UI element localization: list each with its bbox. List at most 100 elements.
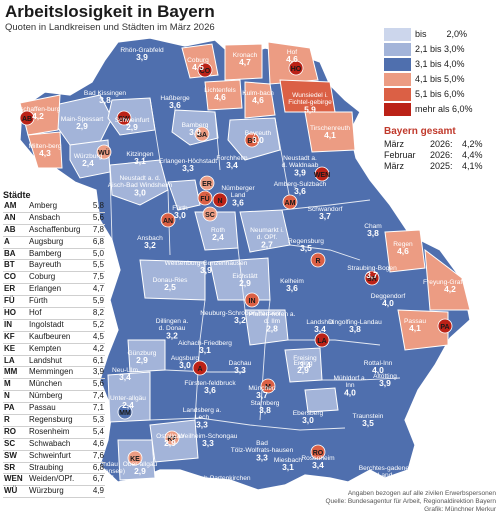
county-label: Garmisch-Partenkirchen 3,9	[179, 475, 250, 490]
city-row: CO Coburg 7,5	[3, 272, 105, 285]
county-label: Neumarkt i. d. OPf. 2,7	[250, 227, 284, 249]
city-marker-kf	[164, 430, 180, 446]
city-value: 5,2	[92, 319, 104, 329]
county-label: Regen 4,6	[393, 241, 413, 256]
city-marker-label: AN	[163, 218, 173, 225]
bayern-month: März	[384, 139, 404, 149]
city-marker-bt	[244, 132, 260, 148]
city-abbr: WÜ	[4, 486, 18, 496]
city-marker-label: A	[197, 366, 202, 373]
city-marker-n	[212, 192, 228, 208]
legend-item: mehr als 6,0%	[384, 103, 496, 117]
city-marker-label: N	[217, 198, 222, 205]
legend-label: mehr als 6,0%	[415, 104, 473, 114]
county-label: Ebersberg 3,0	[293, 410, 324, 425]
county-label: Neuburg-Schroben-hausen 3,2	[200, 310, 280, 325]
county-label: Passau 4,1	[404, 318, 426, 333]
county-label: Lichtenfels 4,6	[204, 87, 236, 102]
city-marker-co	[197, 62, 213, 78]
city-name: Coburg	[29, 272, 56, 282]
city-marker-sc	[202, 206, 218, 222]
city-value: 4,2	[92, 343, 104, 353]
city-value: 5,6	[92, 379, 104, 389]
county-label: Forchheim 3,4	[216, 155, 248, 170]
county-label: Bad Tölz-Wolfrats-hausen 3,3	[231, 440, 294, 462]
region-ebersberg	[304, 387, 339, 413]
city-name: Weiden/OPf.	[29, 474, 75, 484]
city-value: 4,9	[92, 486, 104, 496]
county-label: Landshut 3,4	[306, 319, 333, 334]
county-label: Würzburg 2,4	[74, 153, 103, 168]
city-abbr: LA	[4, 355, 15, 365]
legend-label: 3,1 bis 4,0%	[415, 59, 465, 69]
county-label: Lindau (Bodensee) 3,5	[91, 461, 125, 483]
county-label: Neustadt a. d. Waldnaab 3,9	[282, 155, 319, 177]
county-label: Dachau 3,3	[229, 360, 252, 375]
county-label: Coburg 4,5	[187, 57, 209, 72]
city-abbr: SC	[4, 438, 16, 448]
bayern-year: 2025:	[430, 161, 453, 171]
county-label: Freising 3,4	[293, 355, 317, 370]
county-label: Rhön-Grabfeld 3,9	[120, 47, 164, 62]
city-abbr: A	[4, 236, 10, 246]
city-name: Ingolstadt	[29, 319, 64, 329]
city-name: Memmingen	[29, 367, 74, 377]
county-label: Cham 3,8	[364, 223, 382, 238]
county-label: Miesbach 3,1	[274, 457, 303, 472]
city-abbr: IN	[4, 319, 12, 329]
legend-label: 5,1 bis 6,0%	[415, 89, 465, 99]
city-name: Ansbach	[29, 212, 61, 222]
city-abbr: KE	[4, 343, 16, 353]
city-name: Kaufbeuren	[29, 331, 71, 341]
city-abbr: ER	[4, 284, 16, 294]
legend-swatch	[384, 58, 411, 71]
legend-swatch	[384, 103, 411, 116]
bayern-total-row: März 2025: 4,1%	[384, 161, 496, 172]
city-value: 8,2	[92, 308, 104, 318]
city-marker-label: WEN	[314, 172, 330, 179]
city-value: 5,3	[92, 415, 104, 425]
county-label: Milten-berg 4,3	[29, 143, 62, 158]
city-marker-ba	[194, 126, 210, 142]
county-label: Kitzingen 3,1	[126, 151, 153, 166]
county-label: Aichach-Friedberg 3,1	[178, 340, 232, 355]
county-label: Wunsiedel i. Fichtel-gebirge 5,9	[288, 92, 332, 114]
county-label: Berchtes-gadener Land 4,0	[359, 465, 412, 487]
city-marker-label: M	[265, 384, 271, 391]
city-marker-label: FÜ	[200, 194, 209, 203]
city-abbr: FÜ	[4, 296, 15, 306]
region-wunsiedel	[279, 79, 336, 113]
bayern-total-panel: Bayern gesamt März 2026: 4,2% Februar 2026: 4…	[384, 126, 496, 172]
city-marker-label: BA	[197, 132, 207, 139]
city-marker-ro	[310, 444, 326, 460]
city-abbr: SR	[4, 462, 16, 472]
county-label: Kronach 4,7	[233, 52, 258, 67]
city-marker-label: R	[315, 258, 320, 265]
city-marker-label: SC	[205, 212, 215, 219]
city-row: FÜ Fürth 5,9	[3, 296, 105, 309]
city-marker-wü	[96, 144, 112, 160]
city-name: Straubing	[29, 462, 64, 472]
city-row: RO Rosenheim 5,4	[3, 427, 105, 439]
county-label: Mühldorf a. Inn 4,0	[334, 375, 367, 397]
legend-swatch	[384, 28, 411, 41]
city-abbr: PA	[4, 403, 15, 413]
city-marker-label: CO	[200, 68, 211, 75]
legend-swatch	[384, 43, 411, 56]
bayern-month: März	[384, 161, 404, 171]
city-marker-label: RO	[313, 450, 324, 457]
county-label: Bamberg 3,0	[182, 122, 209, 137]
county-label: Kelheim 3,6	[280, 278, 304, 293]
city-name: Bamberg	[29, 248, 62, 258]
city-marker-label: SW	[118, 116, 130, 123]
county-label: Hof 4,6	[286, 49, 298, 64]
city-name: Schwabach	[29, 438, 71, 448]
county-label: Fürth 3,0	[172, 205, 188, 220]
county-label: Landsberg a. Lech 3,3	[183, 407, 222, 429]
county-label: Regensburg 3,5	[288, 238, 324, 253]
city-marker-label: SR	[367, 276, 377, 283]
county-label: Neustadt a. d. Aisch-Bad Windsheim 3,0	[108, 175, 173, 197]
city-value: 5,0	[92, 248, 104, 258]
county-label: Altötting 3,9	[373, 373, 397, 388]
